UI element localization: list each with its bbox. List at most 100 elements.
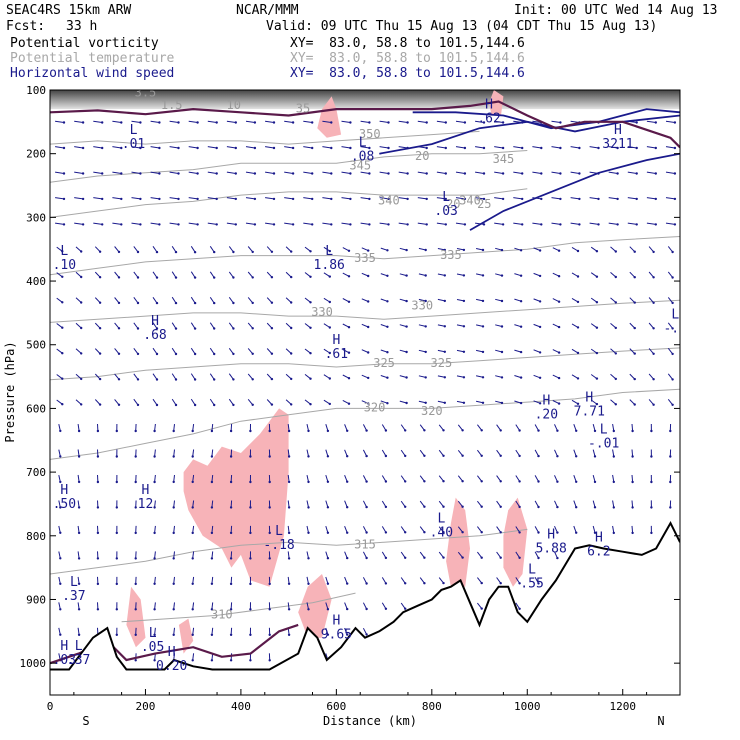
wind-vector-head-312 — [347, 351, 351, 354]
wind-vector-head-171 — [174, 250, 178, 254]
wind-vector-64 — [646, 146, 656, 149]
wind-vector-151 — [417, 222, 427, 225]
extremum-kind-0: L — [130, 123, 138, 138]
wind-vector-head-3 — [120, 121, 123, 124]
contour-label-2: 345 — [493, 152, 515, 166]
wind-vector-36 — [112, 146, 122, 149]
wind-vector-head-124 — [540, 197, 543, 201]
wind-vector-head-46 — [311, 146, 314, 150]
extremum-value-12: .50 — [53, 497, 76, 512]
wind-vector-head-8 — [215, 121, 218, 124]
wind-vector-head-485 — [499, 480, 502, 483]
wind-vector-head-11 — [272, 121, 276, 124]
wind-vector-head-296 — [671, 327, 674, 330]
wind-vector-head-386 — [500, 401, 504, 405]
wind-vector-head-639 — [172, 633, 175, 636]
wind-vector-head-532 — [134, 531, 137, 535]
wind-vector-head-307 — [251, 352, 254, 355]
wind-vector-head-52 — [425, 146, 428, 150]
wind-vector-head-446 — [384, 454, 388, 458]
wind-vector-91 — [532, 171, 542, 174]
wind-vector-head-370 — [193, 403, 197, 407]
contour-label-7: 330 — [311, 305, 333, 319]
theta-contour-320-6 — [50, 388, 680, 460]
wind-vector-97 — [646, 171, 656, 174]
wind-vector-head-95 — [616, 172, 619, 175]
wind-vector-head-396 — [59, 429, 62, 433]
wind-vector-head-49 — [368, 146, 371, 150]
wind-vector-51 — [398, 146, 408, 149]
extremum-22: H.03 — [53, 639, 76, 668]
contour-label-6: 335 — [440, 248, 462, 262]
wind-vector-head-416 — [442, 429, 445, 432]
extremum-kind-18: H — [595, 531, 603, 546]
wind-vector-102 — [112, 197, 122, 200]
wind-vector-head-387 — [519, 401, 523, 405]
extremum-3: L.08 — [351, 136, 374, 165]
wind-vector-156 — [513, 222, 523, 225]
wind-vector-head-336 — [174, 378, 178, 381]
wind-vector-85 — [417, 171, 427, 174]
wind-vector-132 — [55, 222, 65, 225]
wind-vector-head-483 — [461, 480, 464, 483]
wind-vector-head-425 — [612, 429, 615, 433]
wind-vector-head-99 — [62, 197, 66, 201]
wind-vector-head-430 — [77, 455, 81, 458]
x-tick-label-3: 600 — [326, 700, 346, 713]
extremum-kind-10: L — [600, 422, 608, 437]
x-tick-label-2: 400 — [231, 700, 251, 713]
wind-vector-head-295 — [652, 327, 655, 330]
wind-contour-25-1 — [469, 152, 680, 231]
wind-vector-head-182 — [386, 249, 389, 252]
theta-contour-335-3 — [50, 236, 680, 276]
contour-label-3: 340 — [378, 194, 400, 208]
wind-vector-108 — [226, 197, 236, 200]
extremum-kind-14: L — [275, 524, 283, 539]
x-end-right: N — [657, 714, 664, 728]
wind-vector-head-510 — [346, 506, 349, 509]
contour-label-9: 325 — [373, 356, 395, 370]
extremum-24: H0.20 — [156, 645, 187, 674]
extremum-21: L.05 — [141, 626, 164, 655]
wind-vector-100 — [74, 197, 84, 200]
wind-vector-head-477 — [346, 480, 349, 483]
wind-vector-head-245 — [328, 300, 331, 304]
wind-vector-head-549 — [461, 531, 464, 534]
wind-vector-head-552 — [518, 531, 521, 534]
wind-vector-12 — [284, 120, 294, 123]
wind-vector-head-409 — [307, 429, 310, 433]
extremum-value-10: -.01 — [588, 436, 619, 451]
extremum-6: H.61 — [325, 333, 348, 362]
wind-vector-head-323 — [557, 351, 561, 354]
extremum-value-11: -.0 — [663, 322, 686, 337]
wind-vector-head-275 — [270, 327, 274, 330]
contour-label-4: 340 — [459, 194, 481, 208]
wind-vector-head-418 — [480, 429, 483, 432]
wind-vector-head-643 — [249, 633, 252, 636]
wind-vector-61 — [589, 146, 599, 149]
wind-vector-head-31 — [654, 121, 657, 124]
extremum-value-5: .68 — [143, 328, 166, 343]
wind-vector-head-244 — [309, 301, 312, 304]
wind-vector-head-219 — [462, 274, 466, 277]
wind-vector-head-114 — [349, 197, 352, 201]
wind-vector-head-590 — [115, 582, 119, 586]
wind-vector-head-550 — [480, 531, 483, 534]
wind-vector-head-429 — [59, 455, 62, 458]
fcst-label: Fcst: — [6, 19, 46, 34]
wind-vector-head-266 — [98, 327, 102, 330]
extremum-value-25: .62 — [477, 111, 500, 126]
wind-vector-head-154 — [482, 223, 486, 226]
wind-vector-head-35 — [101, 146, 104, 150]
wind-vector-head-118 — [425, 197, 428, 201]
wind-vector-head-637 — [134, 633, 137, 636]
contour-label-19: 10 — [227, 98, 241, 112]
wind-vector-head-593 — [172, 582, 175, 585]
extremum-kind-2: L — [325, 244, 333, 259]
wind-vector-88 — [475, 171, 485, 174]
wind-vector-head-292 — [595, 326, 599, 329]
wind-vector-head-276 — [290, 326, 293, 330]
wind-vector-head-299 — [98, 352, 102, 355]
extremum-value-15: .40 — [430, 525, 453, 540]
wind-vector-118 — [417, 197, 427, 200]
